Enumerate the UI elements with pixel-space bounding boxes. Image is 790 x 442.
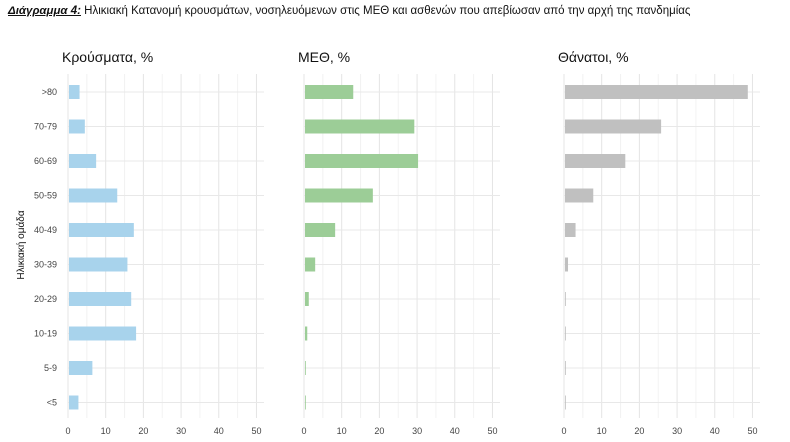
bar-5-9 — [565, 361, 566, 375]
x-tick-label: 50 — [487, 426, 497, 436]
y-tick-label: 30-39 — [34, 260, 57, 270]
x-tick-label: 30 — [176, 426, 186, 436]
bar-60-69 — [305, 154, 419, 168]
y-tick-label: 70-79 — [34, 122, 57, 132]
panel-2: ΜΕΘ, % 0 10 20 30 40 50 — [298, 49, 500, 436]
bar-20-29 — [305, 292, 309, 306]
panel-3: Θάνατοι, % 0 10 20 30 40 50 — [558, 49, 760, 436]
bar-30-39 — [69, 257, 128, 272]
x-tick-label: 20 — [634, 426, 644, 436]
bar-70-79 — [305, 119, 415, 134]
bar-40-49 — [305, 223, 336, 237]
bar-10-19 — [565, 326, 566, 341]
y-tick-label: 10-19 — [34, 329, 57, 339]
y-tick-label: >80 — [42, 87, 57, 97]
bar->80 — [69, 85, 80, 99]
bar-<5 — [565, 395, 566, 410]
bar-60-69 — [69, 154, 97, 168]
bar-40-49 — [69, 223, 134, 237]
caption-text: Ηλικιακή Κατανομή κρουσμάτων, νοσηλευόμε… — [80, 5, 691, 17]
y-tick-label: 20-29 — [34, 294, 57, 304]
caption-lead: Διάγραμμα 4: — [8, 5, 81, 17]
bar-<5 — [305, 395, 306, 410]
bar-50-59 — [69, 188, 118, 203]
x-tick-label: 10 — [597, 426, 607, 436]
x-tick-label: 10 — [337, 426, 347, 436]
bar-30-39 — [305, 257, 316, 272]
bar-10-19 — [69, 326, 137, 341]
x-tick-label: 0 — [561, 426, 566, 436]
bar-70-79 — [69, 119, 85, 134]
x-tick-label: 10 — [101, 426, 111, 436]
x-tick-label: 30 — [672, 426, 682, 436]
chart-panels: Κρούσματα, % 0 10 20 30 40 50 >80 70-79 60-69 50-5… — [34, 49, 760, 436]
y-tick-label: 60-69 — [34, 156, 57, 166]
panel-title: ΜΕΘ, % — [298, 49, 350, 65]
bar-5-9 — [305, 361, 306, 375]
x-tick-label: 0 — [301, 426, 306, 436]
panel-title: Θάνατοι, % — [558, 49, 629, 65]
bar-50-59 — [565, 188, 594, 203]
y-tick-label: 50-59 — [34, 191, 57, 201]
x-tick-label: 40 — [710, 426, 720, 436]
x-tick-label: 20 — [138, 426, 148, 436]
panel-title: Κρούσματα, % — [62, 49, 153, 65]
bar-40-49 — [565, 223, 576, 237]
y-tick-label: 5-9 — [44, 363, 57, 373]
bar-5-9 — [69, 361, 93, 375]
x-tick-label: 50 — [747, 426, 757, 436]
x-tick-label: 0 — [65, 426, 70, 436]
y-tick-label: <5 — [47, 398, 57, 408]
x-tick-label: 30 — [412, 426, 422, 436]
bar-10-19 — [305, 326, 308, 341]
bar-<5 — [69, 395, 79, 410]
x-tick-label: 20 — [374, 426, 384, 436]
panel-1: Κρούσματα, % 0 10 20 30 40 50 >80 70-79 60-69 50-5… — [34, 49, 264, 436]
y-tick-label: 40-49 — [34, 225, 57, 235]
bar->80 — [565, 85, 748, 99]
chart-caption: Διάγραμμα 4: Ηλικιακή Κατανομή κρουσμάτω… — [8, 5, 690, 17]
bar-20-29 — [69, 292, 132, 306]
x-tick-label: 40 — [450, 426, 460, 436]
x-tick-label: 40 — [214, 426, 224, 436]
bar-70-79 — [565, 119, 662, 134]
bar-60-69 — [565, 154, 626, 168]
x-tick-label: 50 — [251, 426, 261, 436]
y-axis-label: Ηλικιακή ομάδα — [15, 210, 27, 279]
bar-50-59 — [305, 188, 373, 203]
bar->80 — [305, 85, 354, 99]
bar-30-39 — [565, 257, 569, 272]
bar-20-29 — [565, 292, 566, 306]
